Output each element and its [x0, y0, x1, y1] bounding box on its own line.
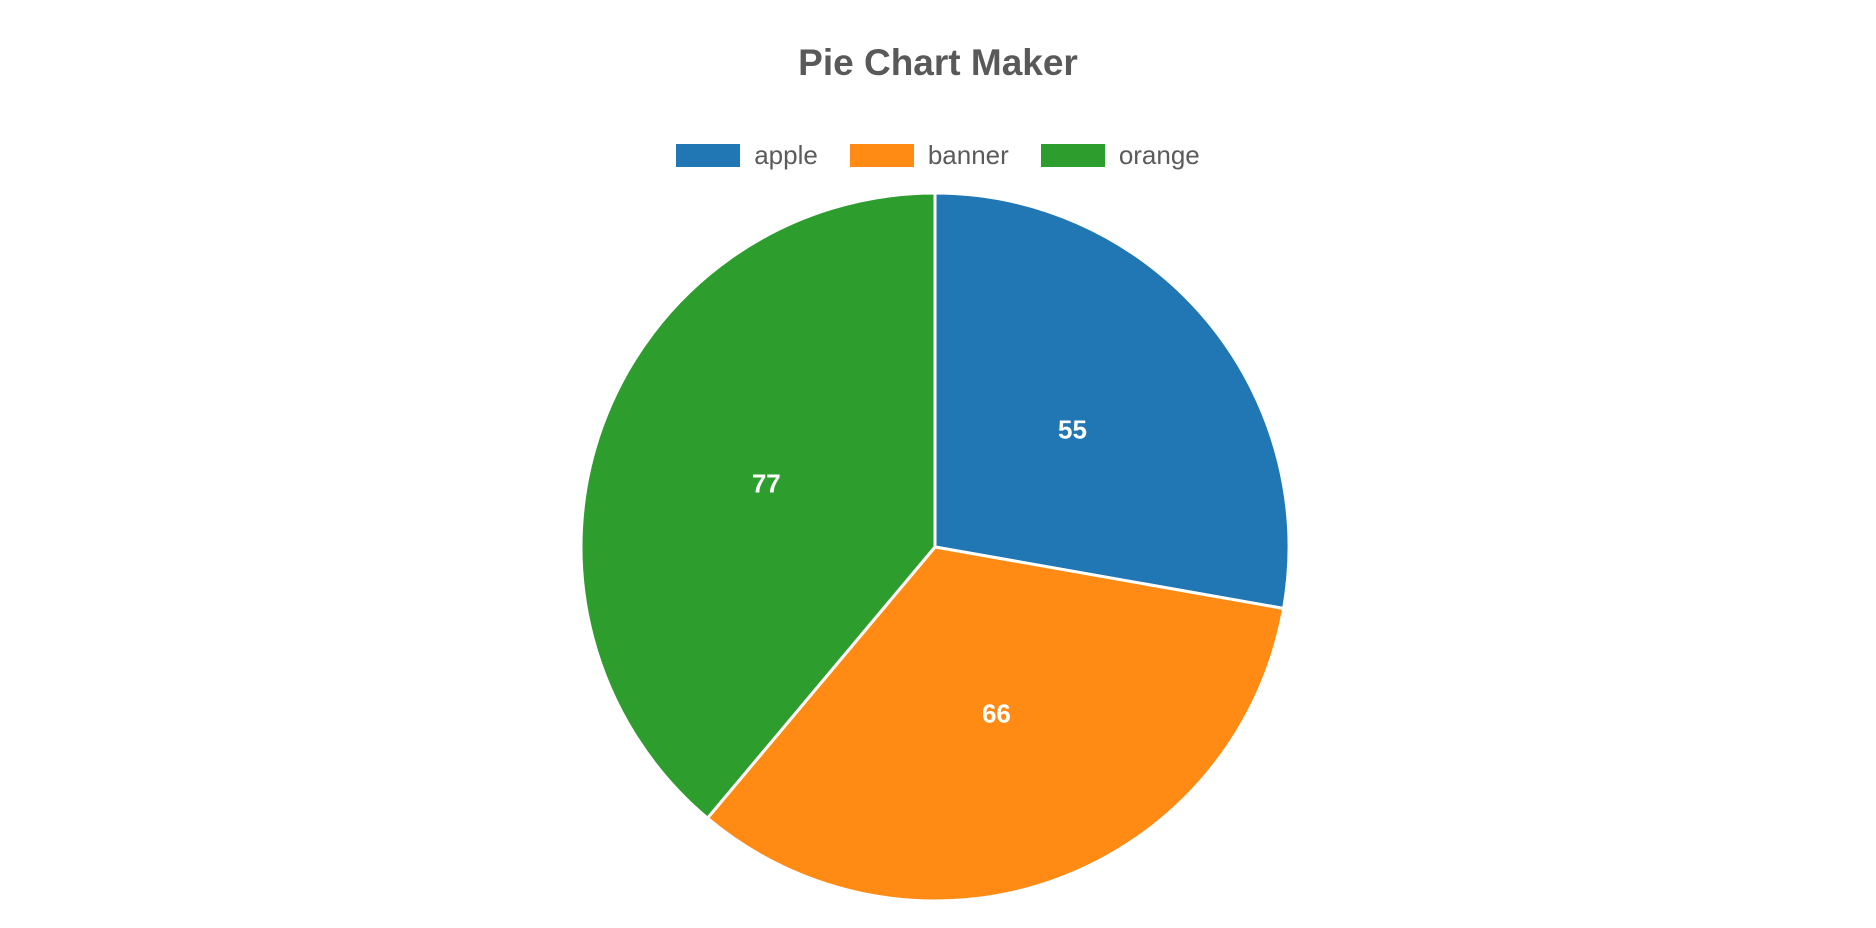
svg-text:77: 77	[752, 468, 781, 498]
svg-text:66: 66	[982, 699, 1011, 729]
svg-text:55: 55	[1058, 414, 1087, 444]
